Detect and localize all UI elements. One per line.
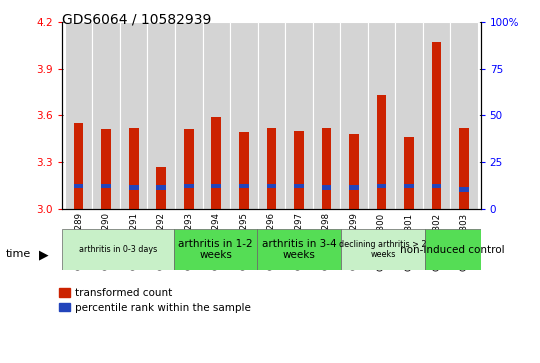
- Text: GSM1498297: GSM1498297: [294, 212, 303, 270]
- Bar: [62, 229, 174, 270]
- Text: GSM1498294: GSM1498294: [212, 212, 221, 270]
- Bar: [377, 184, 386, 188]
- Bar: [65, 22, 92, 209]
- Text: GSM1498289: GSM1498289: [74, 212, 83, 270]
- Bar: [212, 117, 221, 209]
- Text: arthritis in 3-4
weeks: arthritis in 3-4 weeks: [262, 239, 336, 260]
- Text: GSM1498298: GSM1498298: [322, 212, 331, 270]
- Bar: [102, 184, 111, 188]
- Bar: [267, 184, 276, 188]
- Bar: [202, 22, 230, 209]
- Bar: [239, 132, 248, 209]
- Bar: [431, 184, 441, 188]
- Bar: [74, 123, 84, 209]
- Bar: [395, 22, 423, 209]
- Text: ▶: ▶: [39, 248, 49, 261]
- Bar: [340, 22, 368, 209]
- Text: declining arthritis > 2
weeks: declining arthritis > 2 weeks: [339, 240, 427, 259]
- Bar: [258, 229, 341, 270]
- Bar: [184, 129, 193, 209]
- Bar: [423, 22, 450, 209]
- Bar: [267, 128, 276, 209]
- Bar: [349, 134, 359, 209]
- Bar: [120, 22, 147, 209]
- Bar: [184, 184, 193, 188]
- Bar: [459, 187, 469, 192]
- Bar: [285, 22, 313, 209]
- Text: GSM1498302: GSM1498302: [432, 212, 441, 270]
- Bar: [341, 229, 425, 270]
- Text: GSM1498292: GSM1498292: [157, 212, 166, 270]
- Bar: [368, 22, 395, 209]
- Text: GSM1498293: GSM1498293: [184, 212, 193, 270]
- Text: GSM1498291: GSM1498291: [129, 212, 138, 270]
- Text: GSM1498290: GSM1498290: [102, 212, 111, 270]
- Text: GSM1498301: GSM1498301: [404, 212, 414, 270]
- Bar: [102, 129, 111, 209]
- Bar: [377, 95, 386, 209]
- Bar: [322, 185, 331, 190]
- Bar: [425, 229, 481, 270]
- Bar: [230, 22, 258, 209]
- Bar: [294, 184, 303, 188]
- Bar: [157, 185, 166, 190]
- Bar: [313, 22, 340, 209]
- Bar: [174, 229, 258, 270]
- Bar: [212, 184, 221, 188]
- Bar: [322, 128, 331, 209]
- Bar: [129, 185, 138, 190]
- Bar: [129, 128, 138, 209]
- Bar: [239, 184, 248, 188]
- Text: GSM1498303: GSM1498303: [460, 212, 469, 270]
- Text: time: time: [5, 249, 31, 259]
- Text: GSM1498299: GSM1498299: [349, 212, 359, 270]
- Text: GSM1498300: GSM1498300: [377, 212, 386, 270]
- Bar: [157, 167, 166, 209]
- Bar: [349, 185, 359, 190]
- Bar: [404, 137, 414, 209]
- Text: GSM1498295: GSM1498295: [239, 212, 248, 270]
- Text: arthritis in 0-3 days: arthritis in 0-3 days: [79, 245, 157, 254]
- Bar: [74, 184, 84, 188]
- Bar: [92, 22, 120, 209]
- Bar: [450, 22, 478, 209]
- Text: GSM1498296: GSM1498296: [267, 212, 276, 270]
- Legend: transformed count, percentile rank within the sample: transformed count, percentile rank withi…: [59, 288, 251, 313]
- Bar: [431, 42, 441, 209]
- Text: non-induced control: non-induced control: [400, 245, 505, 254]
- Bar: [294, 131, 303, 209]
- Bar: [147, 22, 175, 209]
- Bar: [459, 128, 469, 209]
- Bar: [258, 22, 285, 209]
- Bar: [175, 22, 202, 209]
- Text: arthritis in 1-2
weeks: arthritis in 1-2 weeks: [178, 239, 253, 260]
- Bar: [404, 184, 414, 188]
- Text: GDS6064 / 10582939: GDS6064 / 10582939: [62, 13, 212, 27]
